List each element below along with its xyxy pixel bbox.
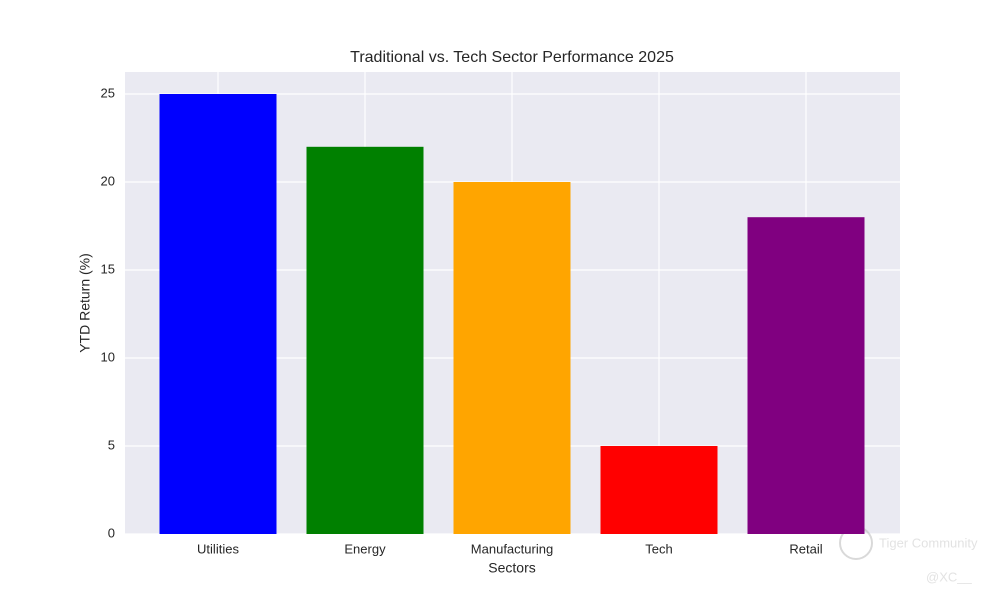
y-tick-label: 20 xyxy=(101,173,115,188)
x-tick-label: Energy xyxy=(344,541,386,556)
x-tick-label: Retail xyxy=(789,541,822,556)
x-tick-label: Manufacturing xyxy=(471,541,553,556)
bar xyxy=(306,146,424,535)
y-tick-label: 25 xyxy=(101,85,115,100)
y-tick-label: 0 xyxy=(108,525,115,540)
bar xyxy=(600,446,718,534)
bar xyxy=(453,182,571,534)
x-axis-label: Sectors xyxy=(488,560,535,576)
y-tick-label: 15 xyxy=(101,261,115,276)
x-tick-label: Tech xyxy=(645,541,672,556)
chart-title: Traditional vs. Tech Sector Performance … xyxy=(350,49,674,66)
y-tick-label: 5 xyxy=(108,437,115,452)
bar xyxy=(159,94,277,534)
watermark-brand: Tiger Community xyxy=(879,535,978,550)
y-axis-label: YTD Return (%) xyxy=(77,253,93,353)
watermark: Tiger Community @XC__ xyxy=(839,526,978,584)
x-tick-label: Utilities xyxy=(197,541,239,556)
y-tick-label: 10 xyxy=(101,349,115,364)
bar xyxy=(747,217,865,534)
watermark-user: @XC__ xyxy=(926,569,972,584)
